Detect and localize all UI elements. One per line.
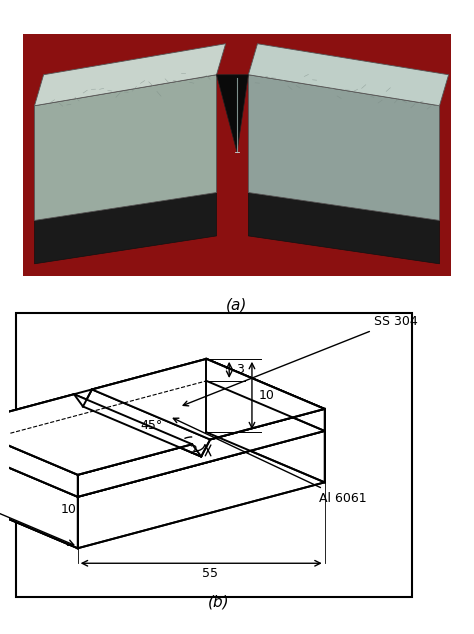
Polygon shape [78, 431, 325, 548]
Polygon shape [35, 193, 217, 264]
Polygon shape [248, 75, 439, 221]
Text: 2: 2 [189, 444, 197, 457]
Polygon shape [0, 381, 325, 497]
Polygon shape [217, 75, 248, 152]
Text: Al 6061: Al 6061 [173, 418, 366, 505]
Polygon shape [0, 447, 78, 548]
Polygon shape [0, 394, 192, 475]
Polygon shape [0, 359, 325, 475]
Polygon shape [78, 409, 325, 497]
Text: (b): (b) [208, 595, 229, 610]
Polygon shape [35, 75, 217, 221]
Text: 55: 55 [202, 567, 219, 580]
Polygon shape [74, 394, 201, 456]
Text: 3: 3 [236, 363, 244, 377]
Text: 10: 10 [61, 503, 77, 516]
Polygon shape [0, 447, 78, 548]
Polygon shape [207, 381, 325, 482]
FancyBboxPatch shape [16, 313, 412, 597]
Polygon shape [248, 193, 439, 264]
Polygon shape [35, 44, 226, 106]
Text: 45°: 45° [140, 420, 163, 432]
Text: 10: 10 [259, 389, 274, 402]
Polygon shape [207, 359, 325, 431]
Polygon shape [0, 425, 78, 497]
Polygon shape [248, 44, 448, 106]
Text: (a): (a) [226, 298, 248, 313]
Polygon shape [92, 359, 325, 439]
Polygon shape [83, 389, 210, 456]
FancyBboxPatch shape [23, 34, 451, 276]
Text: SS 304: SS 304 [183, 314, 417, 406]
